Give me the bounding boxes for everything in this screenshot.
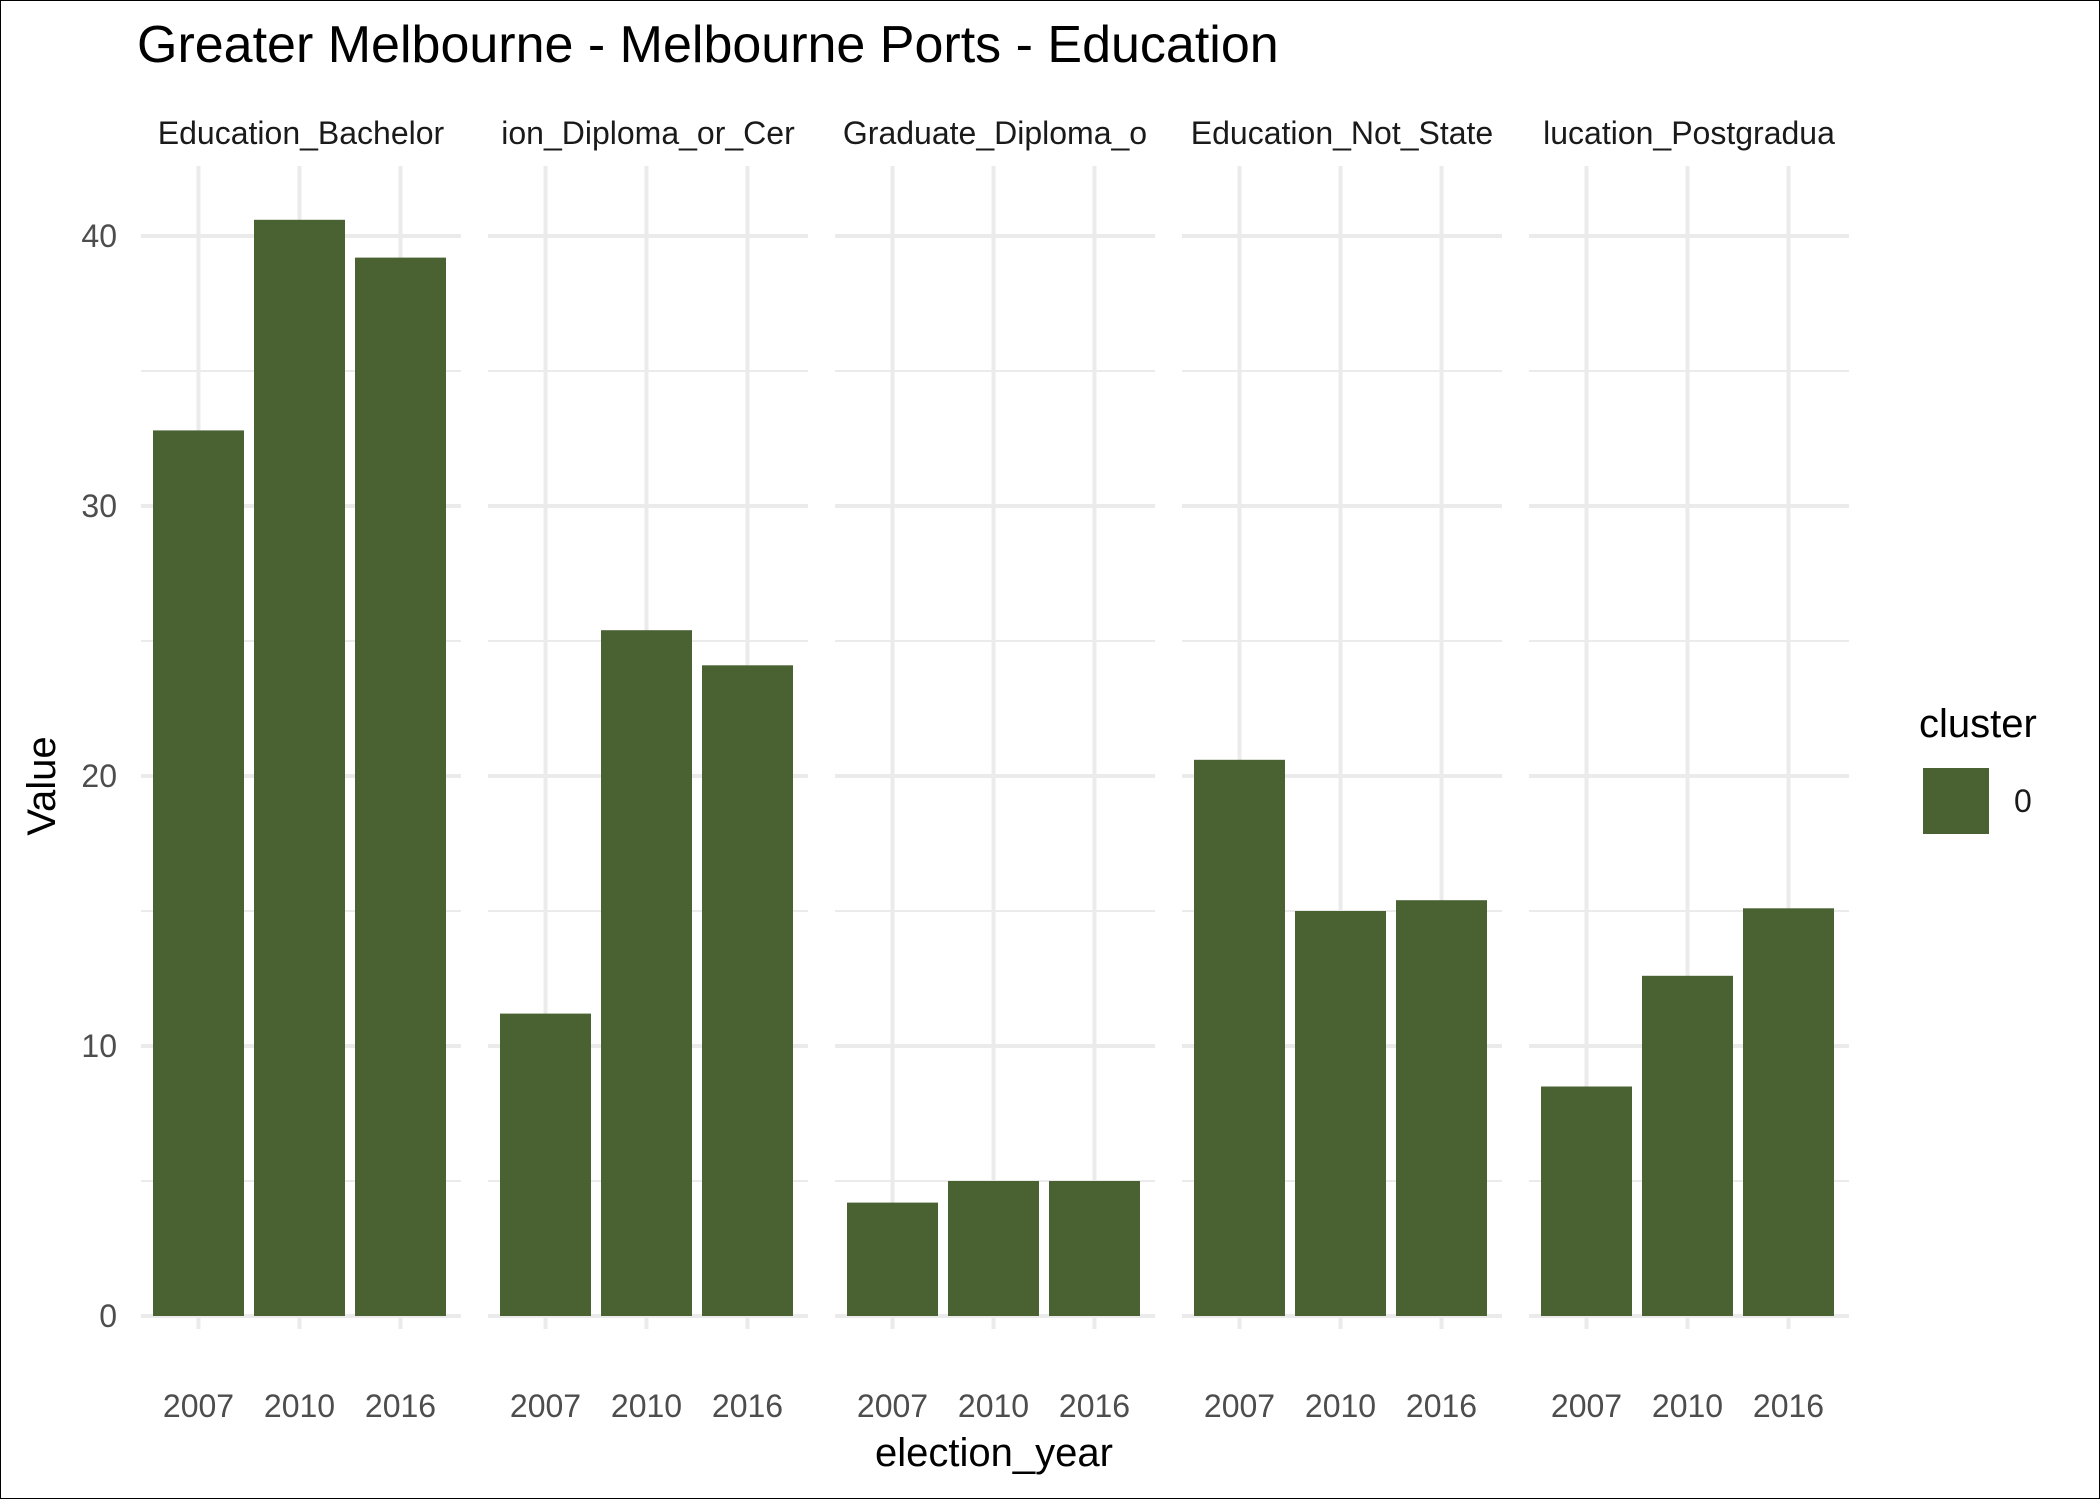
x-tick-label-2007: 2007 <box>510 1388 581 1424</box>
x-tick-label-2010: 2010 <box>611 1388 682 1424</box>
bar-2-2010 <box>601 630 692 1316</box>
bar-2-2016 <box>702 665 793 1316</box>
bar-3-2007 <box>847 1202 938 1316</box>
y-tick-label-10: 10 <box>81 1028 117 1064</box>
legend-key-cluster-0 <box>1923 768 1989 834</box>
bar-layer <box>153 219 1834 1317</box>
x-tick-label-2016: 2016 <box>1059 1388 1130 1424</box>
x-tick-label-2016: 2016 <box>1406 1388 1477 1424</box>
y-tick-label-30: 30 <box>81 488 117 524</box>
x-tick-label-2010: 2010 <box>958 1388 1029 1424</box>
x-axis-title: election_year <box>875 1431 1113 1475</box>
x-tick-label-2010: 2010 <box>1652 1388 1723 1424</box>
x-tick-label-2016: 2016 <box>1753 1388 1824 1424</box>
y-tick-label-0: 0 <box>99 1298 117 1334</box>
facet-strip-label: Education_Bachelor <box>158 115 445 151</box>
x-tick-label-2016: 2016 <box>712 1388 783 1424</box>
facet-strip-label: Education_Not_State <box>1191 115 1493 151</box>
bar-4-2010 <box>1295 911 1386 1316</box>
x-tick-label-2007: 2007 <box>1204 1388 1275 1424</box>
bar-5-2016 <box>1743 908 1834 1316</box>
x-tick-label-2007: 2007 <box>163 1388 234 1424</box>
bar-1-2010 <box>254 219 345 1316</box>
bar-4-2016 <box>1396 900 1487 1316</box>
x-tick-label-2007: 2007 <box>857 1388 928 1424</box>
x-tick-label-2016: 2016 <box>365 1388 436 1424</box>
bar-3-2016 <box>1049 1181 1140 1316</box>
bar-5-2007 <box>1541 1086 1632 1316</box>
bar-4-2007 <box>1194 759 1285 1316</box>
bar-1-2016 <box>355 257 446 1317</box>
legend-label-cluster-0: 0 <box>2014 783 2032 819</box>
legend: cluster 0 <box>1919 702 2037 834</box>
x-tick-label-2007: 2007 <box>1551 1388 1622 1424</box>
x-axis-ticks: 2007 2010 2016 2007 2010 2016 2007 2010 2016 2007… <box>163 1388 1824 1424</box>
chart-title: Greater Melbourne - Melbourne Ports - Ed… <box>137 16 1279 74</box>
legend-title: cluster <box>1919 702 2037 746</box>
x-tick-label-2010: 2010 <box>264 1388 335 1424</box>
y-tick-label-40: 40 <box>81 218 117 254</box>
y-axis-title: Value <box>20 736 64 835</box>
facet-strip-label: Graduate_Diploma_o <box>843 115 1147 151</box>
facet-strip-label: lucation_Postgradua <box>1543 115 1835 151</box>
bar-5-2010 <box>1642 975 1733 1316</box>
y-axis-ticks: 0 10 20 30 40 <box>81 218 117 1334</box>
bar-3-2010 <box>948 1181 1039 1316</box>
bar-2-2007 <box>500 1013 591 1316</box>
facet-strip-label: ion_Diploma_or_Cer <box>501 115 795 151</box>
y-tick-label-20: 20 <box>81 758 117 794</box>
facet-strips: Education_Bachelor ion_Diploma_or_Cer Grad… <box>158 115 1835 151</box>
x-tick-label-2010: 2010 <box>1305 1388 1376 1424</box>
bar-1-2007 <box>153 430 244 1316</box>
